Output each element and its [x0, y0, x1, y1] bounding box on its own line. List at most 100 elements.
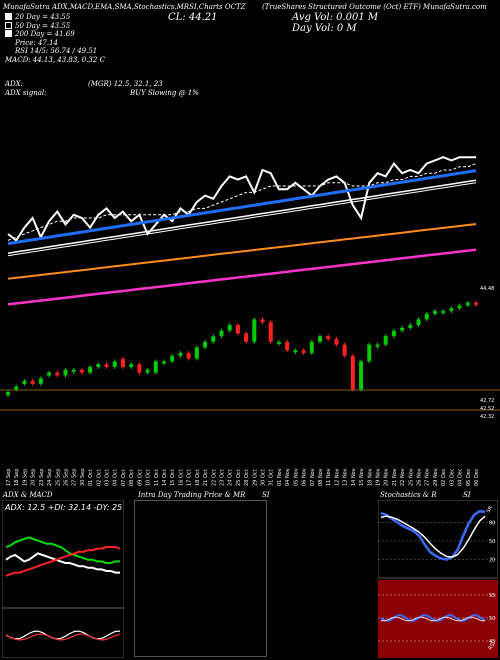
stoch-corner-label: SR — [486, 505, 495, 514]
buy-signal: BUY Slowing @ 1% — [130, 89, 199, 97]
date-tick: 30 Oct — [261, 469, 267, 486]
candle — [318, 336, 322, 342]
intra-si-label: SI — [262, 491, 270, 499]
date-tick: 21 Nov — [392, 468, 398, 486]
rsi-tick: 45 — [489, 639, 495, 645]
adx-series-0 — [5, 552, 120, 574]
rsi-line: RSI 14/5: 56.74 / 49.51 — [15, 47, 98, 55]
candle — [359, 361, 364, 390]
right-axis-top: 44.48 — [480, 286, 494, 292]
candle — [334, 339, 339, 345]
candle — [383, 336, 388, 345]
adx-series-1 — [5, 536, 120, 564]
date-tick: 25 Oct — [236, 469, 242, 486]
legend-200day: 200 Day = 41.69 — [5, 30, 105, 39]
ma-lines — [7, 156, 477, 306]
date-tick: 03 Oct — [105, 469, 111, 486]
stochastics-panel: 80 50 20 55 50 45 SR RSI — [378, 500, 498, 658]
candle — [145, 369, 150, 373]
candle — [416, 319, 421, 325]
date-tick: 20 Sep — [31, 469, 37, 486]
candle — [367, 344, 372, 362]
stoch-tick: 20 — [489, 558, 495, 564]
date-tick: 21 Oct — [203, 469, 209, 486]
day-volume-label: Day Vol: 0 M — [292, 23, 357, 34]
candle — [14, 386, 19, 390]
rsi-corner-label: RSI — [488, 641, 497, 651]
date-tick: 23 Oct — [219, 469, 225, 486]
date-tick: 14 Oct — [162, 469, 168, 486]
date-tick: 17 Sep — [6, 469, 12, 486]
date-tick: 15 Nov — [359, 468, 365, 486]
adx-signal-label: ADX signal: — [5, 89, 47, 97]
adx-series-2 — [5, 546, 121, 577]
date-tick: 18 Nov — [367, 468, 373, 486]
stoch-series-0 — [380, 509, 486, 561]
date-tick: 03 Dec — [449, 468, 455, 486]
candle — [153, 361, 158, 373]
macd-lines — [5, 630, 121, 641]
candle — [55, 372, 60, 376]
rsi-signal-line — [380, 616, 485, 622]
candle — [350, 355, 355, 390]
adx-lines — [5, 536, 121, 577]
candle — [441, 311, 446, 313]
candle — [309, 341, 314, 353]
candle — [285, 341, 290, 351]
rsi-lines — [380, 613, 486, 622]
candle — [276, 341, 281, 344]
date-tick: 29 Nov — [433, 468, 439, 486]
candle — [326, 336, 331, 339]
close-label: CL: 44.21 — [168, 12, 218, 23]
date-tick: 09 Oct — [137, 469, 143, 486]
candle — [424, 313, 429, 320]
date-tick: 24 Sep — [47, 469, 53, 486]
date-tick: 04 Dec — [458, 468, 464, 486]
stoch-grid: 80 50 20 55 50 45 — [378, 520, 498, 645]
rsi-line — [380, 613, 486, 622]
candle — [47, 372, 52, 376]
date-tick: 12 Nov — [334, 468, 340, 486]
candle — [6, 392, 10, 395]
intra-panel-title: Intra Day Trading Price & MR — [138, 491, 246, 499]
candle — [211, 336, 216, 342]
ma-series-5 — [7, 248, 477, 306]
candle — [342, 344, 347, 356]
candle — [219, 330, 224, 337]
candle — [203, 341, 208, 348]
stoch-series-1 — [380, 515, 486, 558]
candle — [391, 330, 396, 337]
candle — [96, 364, 101, 367]
candle — [104, 364, 109, 367]
ma-series-3 — [7, 179, 477, 254]
stoch-tick: 50 — [489, 539, 495, 545]
price-line: Price: 47.14 — [15, 38, 58, 47]
ma-series-0 — [7, 156, 476, 242]
date-tick: 01 Oct — [88, 469, 94, 486]
date-tick: 06 Nov — [302, 468, 308, 486]
candle — [112, 361, 117, 367]
macd-signal-line — [5, 633, 121, 641]
date-tick: 16 Oct — [178, 469, 184, 486]
date-tick: 26 Nov — [417, 468, 423, 486]
avg-volume-label: Avg Vol: 0.001 M — [292, 12, 379, 23]
candle — [71, 369, 76, 372]
legend-50day: 50 Day = 43.55 — [5, 21, 105, 31]
date-tick: 30 Sep — [80, 469, 86, 486]
candle — [400, 327, 405, 331]
date-tick: 14 Nov — [351, 468, 357, 486]
date-tick: 19 Sep — [22, 469, 28, 486]
candle — [449, 308, 454, 311]
adx-label: ADX: — [5, 80, 24, 88]
candle — [252, 319, 257, 342]
candle — [235, 325, 240, 334]
candle — [88, 367, 93, 373]
date-tick: 22 Oct — [211, 469, 217, 486]
header-right: (TrueShares Structured Outcome (Oct) ETF… — [262, 3, 487, 11]
candle — [38, 378, 43, 384]
right-axis-2: 42.52 — [480, 406, 494, 412]
adx-values: ADX: 12.5 +DI: 32.14 -DY: 25 — [4, 503, 122, 512]
adx-panel-title: ADX & MACD — [3, 491, 53, 499]
date-tick: 07 Oct — [121, 469, 127, 486]
date-tick: 24 Oct — [228, 469, 234, 486]
